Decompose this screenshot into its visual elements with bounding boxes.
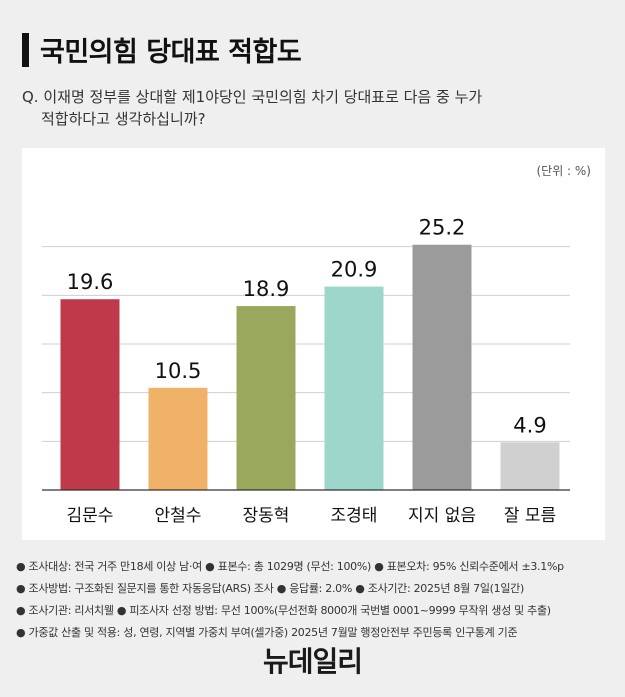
category-label: 김문수 [67,506,114,526]
value-label: 4.9 [513,413,546,437]
category-label: 잘 모름 [504,506,556,526]
bar-6 [500,442,560,490]
survey-question: Q. 이재명 정부를 상대할 제1야당인 국민의힘 차기 당대표로 다음 중 누… [22,86,612,130]
bar-4 [324,286,384,490]
category-label: 안철수 [155,506,202,526]
page-title: 국민의힘 당대표 적합도 [40,37,302,68]
bar-3 [236,306,296,490]
value-label: 18.9 [243,277,290,301]
category-label: 조경태 [331,506,378,526]
footnote-row: ● 가중값 산출 및 적용: 성, 연령, 지역별 가중치 부여(셀가중) 20… [16,626,518,639]
bar-chart: 19.6 김문수 10.5 안철수 18.9 장동혁 20.9 조경태 25.2 지지 없음 4.9… [42,216,570,526]
category-label: 장동혁 [243,506,290,526]
footnotes: ● 조사대상: 전국 거주 만18세 이상 남·여 ● 표본수: 총 1029명… [16,556,616,644]
bar-5 [412,244,472,490]
unit-label: (단위 : %) [536,164,591,178]
footnote-row: ● 조사기관: 리서치웰 ● 피조사자 선정 방법: 무선 100%(무선전화 … [16,604,551,617]
brand-logo: 뉴데일리 [262,645,363,678]
value-label: 10.5 [155,359,202,383]
footnote-row: ● 조사대상: 전국 거주 만18세 이상 남·여 ● 표본수: 총 1029명… [16,560,564,573]
bar-1 [60,299,120,490]
question-line-2: 적합하다고 생각하십니까? [41,110,206,128]
category-label: 지지 없음 [408,506,476,526]
title-bar [22,33,29,67]
value-label: 20.9 [331,258,378,282]
chart-panel: (단위 : %) 19.6 김문수 10.5 안철수 18.9 장동혁 20.9 조경태 25.… [22,148,605,540]
question-line-1: Q. 이재명 정부를 상대할 제1야당인 국민의힘 차기 당대표로 다음 중 누… [22,88,483,106]
footnote-row: ● 조사방법: 구조화된 질문지를 통한 자동응답(ARS) 조사 ● 응답률:… [16,582,524,595]
value-label: 19.6 [67,270,114,294]
bar-2 [148,387,208,490]
value-label: 25.2 [419,216,466,240]
